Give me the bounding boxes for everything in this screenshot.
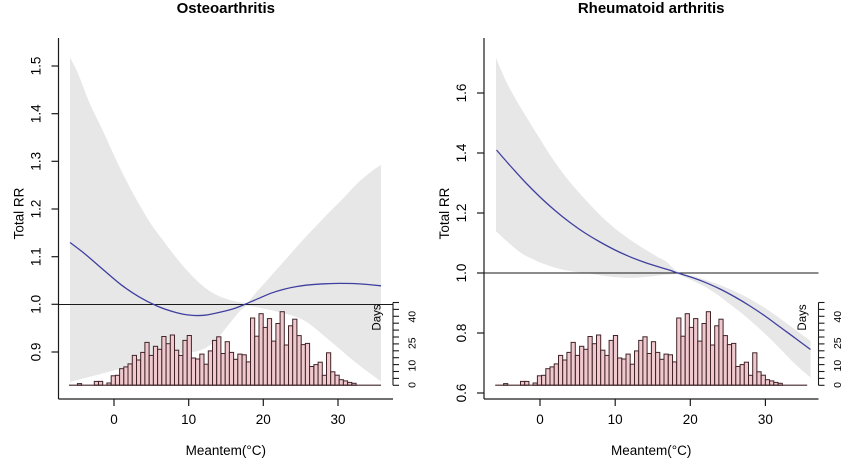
svg-text:Meantem(°C): Meantem(°C) <box>611 443 691 458</box>
svg-text:Meantem(°C): Meantem(°C) <box>186 443 266 458</box>
svg-text:Total RR: Total RR <box>437 187 452 239</box>
svg-text:1.0: 1.0 <box>454 264 469 283</box>
svg-text:40: 40 <box>406 311 418 323</box>
svg-text:30: 30 <box>330 412 345 427</box>
svg-text:10: 10 <box>181 412 196 427</box>
svg-text:Osteoarthritis: Osteoarthritis <box>177 0 275 17</box>
svg-text:10: 10 <box>608 412 623 427</box>
svg-text:Days: Days <box>372 304 384 330</box>
svg-text:1.2: 1.2 <box>454 204 469 223</box>
svg-text:1.3: 1.3 <box>29 152 44 171</box>
svg-text:1.6: 1.6 <box>454 84 469 103</box>
svg-text:1.2: 1.2 <box>29 200 44 219</box>
svg-text:0.9: 0.9 <box>29 343 44 362</box>
svg-text:0: 0 <box>536 412 544 427</box>
svg-text:0: 0 <box>110 412 118 427</box>
svg-text:Total RR: Total RR <box>12 187 27 239</box>
svg-text:30: 30 <box>758 412 773 427</box>
svg-text:10: 10 <box>406 360 418 372</box>
svg-text:1.4: 1.4 <box>454 143 469 162</box>
svg-text:Rheumatoid arthritis: Rheumatoid arthritis <box>578 0 725 17</box>
svg-text:20: 20 <box>683 412 698 427</box>
svg-text:1.1: 1.1 <box>29 247 44 266</box>
svg-text:20: 20 <box>256 412 271 427</box>
svg-text:25: 25 <box>406 337 418 349</box>
svg-text:40: 40 <box>832 311 844 323</box>
svg-text:0.8: 0.8 <box>454 324 469 343</box>
svg-text:0.6: 0.6 <box>454 384 469 403</box>
svg-text:10: 10 <box>832 360 844 372</box>
svg-text:1.4: 1.4 <box>29 104 44 123</box>
svg-text:25: 25 <box>832 337 844 349</box>
svg-text:Days: Days <box>797 304 809 330</box>
svg-text:1.5: 1.5 <box>29 57 44 76</box>
svg-text:0: 0 <box>832 382 844 388</box>
svg-text:0: 0 <box>406 382 418 388</box>
svg-text:1.0: 1.0 <box>29 295 44 314</box>
